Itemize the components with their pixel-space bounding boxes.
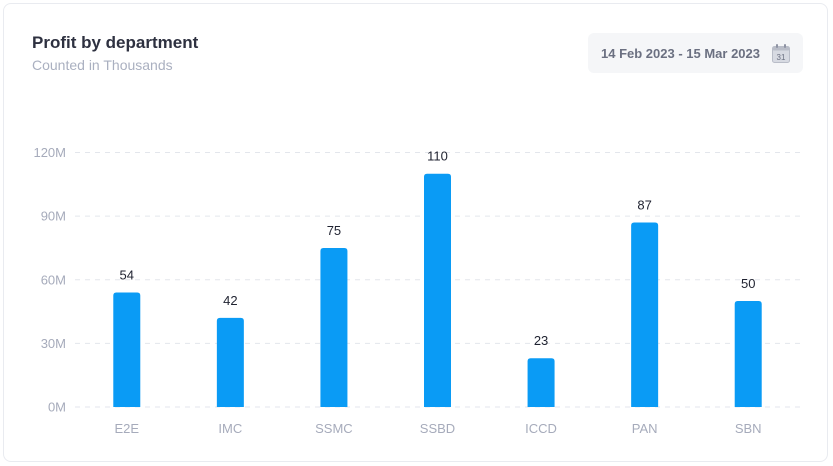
- bar-ssmc: [320, 247, 348, 407]
- bar-iccd: [527, 358, 555, 407]
- y-tick-label: 120M: [33, 145, 66, 160]
- y-tick-label: 0M: [48, 400, 66, 415]
- bar-imc: [216, 317, 244, 407]
- calendar-icon: 31: [772, 44, 790, 63]
- x-category-label: IMC: [218, 421, 242, 436]
- calendar-day: 31: [777, 53, 786, 62]
- y-tick-label: 30M: [41, 336, 66, 351]
- y-tick-label: 60M: [41, 272, 66, 287]
- bar-value-label: 110: [427, 149, 448, 164]
- bar-pan: [631, 222, 659, 407]
- date-range-label: 14 Feb 2023 - 15 Mar 2023: [601, 45, 760, 61]
- bar-value-label: 23: [534, 333, 548, 348]
- bar-sbn: [734, 300, 762, 407]
- x-category-label: E2E: [114, 421, 139, 436]
- x-category-label: SBN: [735, 421, 762, 436]
- x-category-label: SSBD: [420, 421, 455, 436]
- date-range-picker[interactable]: 14 Feb 2023 - 15 Mar 2023 31: [588, 33, 803, 73]
- bar-ssbd: [424, 173, 451, 407]
- bar-e2e: [113, 292, 141, 407]
- bar-value-label: 42: [223, 293, 237, 308]
- profit-chart-card: Profit by department Counted in Thousand…: [3, 3, 828, 462]
- bar-value-label: 50: [741, 276, 755, 291]
- x-category-label: SSMC: [315, 421, 353, 436]
- chart-subtitle: Counted in Thousands: [32, 57, 173, 73]
- x-category-label: PAN: [632, 421, 658, 436]
- y-tick-label: 90M: [41, 209, 66, 224]
- chart-title: Profit by department: [32, 33, 199, 52]
- bar-value-label: 87: [637, 197, 651, 212]
- bar-value-label: 75: [327, 223, 341, 238]
- bar-value-label: 54: [120, 267, 134, 282]
- x-category-label: ICCD: [525, 421, 557, 436]
